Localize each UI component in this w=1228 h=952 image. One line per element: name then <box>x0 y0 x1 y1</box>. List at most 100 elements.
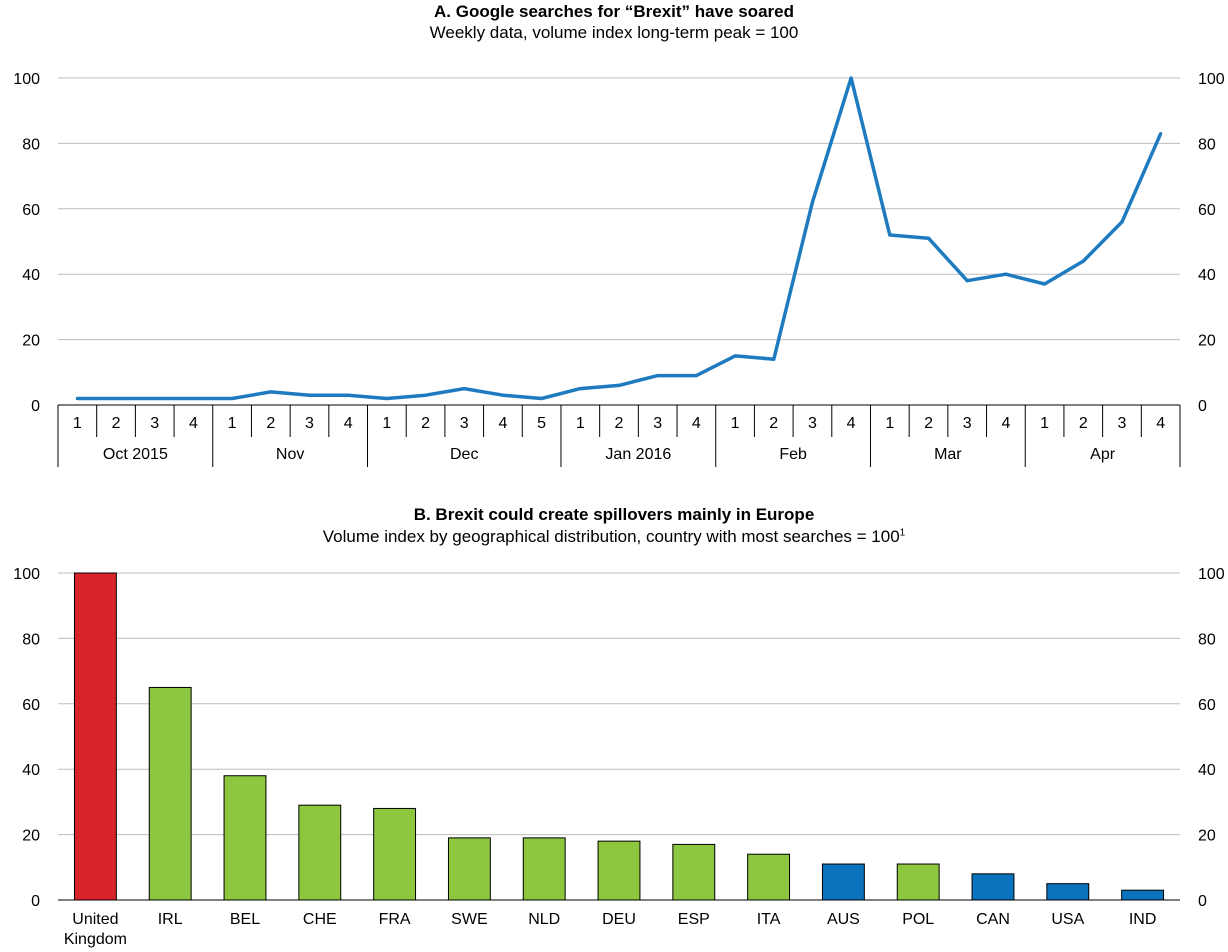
y-tick-label-left: 20 <box>22 333 40 350</box>
data-point <box>1159 131 1163 136</box>
x-category-label-line: United <box>72 911 118 928</box>
panel-a-subtitle: Weekly data, volume index long-term peak… <box>429 23 799 42</box>
y-tick-label-right: 80 <box>1198 136 1216 153</box>
x-week-label: 3 <box>653 415 662 432</box>
bar <box>971 873 1015 901</box>
y-tick-label-left: 100 <box>13 71 40 88</box>
y-tick-label-left: 0 <box>31 398 40 415</box>
x-category-label: CAN <box>976 911 1010 928</box>
x-week-label: 2 <box>266 415 275 432</box>
data-point <box>269 390 273 394</box>
x-category-label: BEL <box>230 911 260 928</box>
data-point <box>617 383 621 387</box>
panel-b-subtitle-text: Volume index by geographical distributio… <box>322 527 900 546</box>
panel-b-subtitle: Volume index by geographical distributio… <box>0 527 1228 547</box>
x-week-label: 4 <box>189 415 198 432</box>
y-tick-label-left: 80 <box>22 136 40 153</box>
bar <box>298 804 342 901</box>
x-week-label: 3 <box>460 415 469 432</box>
data-point <box>423 393 428 397</box>
panel-b-title: B. Brexit could create spillovers mainly… <box>413 505 815 524</box>
x-category-label: POL <box>902 911 934 928</box>
bar <box>373 807 417 901</box>
x-week-label: 4 <box>1156 415 1165 432</box>
data-point <box>114 396 118 401</box>
data-point <box>1042 282 1047 286</box>
data-point <box>965 279 969 283</box>
y-tick-label-left: 80 <box>22 631 40 648</box>
data-point <box>75 396 79 401</box>
x-month-label: Nov <box>276 446 304 463</box>
y-tick-label-left: 40 <box>22 762 40 779</box>
y-tick-label-right: 20 <box>1198 828 1216 845</box>
x-category-label: FRA <box>379 911 411 928</box>
y-tick-label-right: 0 <box>1198 893 1207 910</box>
data-point <box>1004 272 1008 276</box>
x-category-label: CHE <box>303 911 337 928</box>
x-category-label-line: Kingdom <box>64 931 127 948</box>
y-tick-label-left: 60 <box>22 697 40 714</box>
x-week-label: 1 <box>731 415 740 432</box>
y-tick-label-right: 100 <box>1198 566 1225 583</box>
x-week-label: 2 <box>112 415 121 432</box>
panel-a-line-chart: 0 0 20 20 40 40 60 60 80 80 100 100 1 2 3 4 1 2 3 4 1 2 3 4 5 1 2 3… <box>13 71 1225 467</box>
x-month-label: Jan 2016 <box>605 446 671 463</box>
data-point <box>772 357 776 361</box>
y-tick-label-right: 100 <box>1198 71 1225 88</box>
x-week-label: 2 <box>421 415 430 432</box>
x-category-label: DEU <box>602 911 636 928</box>
x-week-label: 1 <box>885 415 894 432</box>
data-point <box>578 387 582 391</box>
y-tick-label-left: 20 <box>22 828 40 845</box>
x-week-label: 4 <box>1001 415 1010 432</box>
bar <box>447 837 491 901</box>
x-category-label: IRL <box>158 911 183 928</box>
x-week-label: 5 <box>537 415 546 432</box>
data-point <box>656 373 660 378</box>
x-week-label: 1 <box>382 415 391 432</box>
bar <box>223 775 267 901</box>
bar <box>1046 883 1090 901</box>
data-point <box>230 396 234 401</box>
x-category-label: AUS <box>827 911 860 928</box>
panel-b-footnote-marker: 1 <box>899 527 906 539</box>
y-tick-label-right: 60 <box>1198 697 1216 714</box>
x-week-label: 2 <box>615 415 624 432</box>
bar <box>896 863 940 901</box>
x-category-label: ITA <box>757 911 781 928</box>
panel-a-title: A. Google searches for “Brexit” have soa… <box>434 2 794 21</box>
bar <box>821 863 865 901</box>
bar <box>73 572 117 901</box>
x-week-label: 1 <box>1040 415 1049 432</box>
x-week-label: 2 <box>1079 415 1088 432</box>
x-month-label: Oct 2015 <box>103 446 168 463</box>
x-week-label: 3 <box>150 415 159 432</box>
y-tick-label-right: 20 <box>1198 333 1216 350</box>
bar <box>747 853 791 901</box>
data-point <box>733 354 737 358</box>
x-category-label: SWE <box>451 911 487 928</box>
x-week-label: 3 <box>963 415 972 432</box>
bar <box>148 686 192 901</box>
data-point <box>385 396 389 401</box>
y-tick-label-left: 40 <box>22 267 40 284</box>
x-category-label: ESP <box>678 911 710 928</box>
data-point <box>849 76 853 80</box>
x-week-label: 4 <box>498 415 507 432</box>
data-point <box>462 387 466 391</box>
x-month-label: Apr <box>1090 446 1116 463</box>
x-week-label: 2 <box>769 415 778 432</box>
data-point <box>307 393 312 397</box>
data-point <box>1081 259 1085 263</box>
x-category-label: NLD <box>528 911 560 928</box>
bar <box>597 840 641 901</box>
x-month-label: Dec <box>450 446 478 463</box>
x-week-label: 4 <box>847 415 856 432</box>
y-tick-label-right: 40 <box>1198 267 1216 284</box>
bar <box>522 837 566 901</box>
data-point <box>346 393 350 397</box>
y-tick-label-right: 80 <box>1198 631 1216 648</box>
data-point <box>540 396 544 401</box>
x-category-label: IND <box>1129 911 1157 928</box>
x-week-label: 3 <box>305 415 314 432</box>
